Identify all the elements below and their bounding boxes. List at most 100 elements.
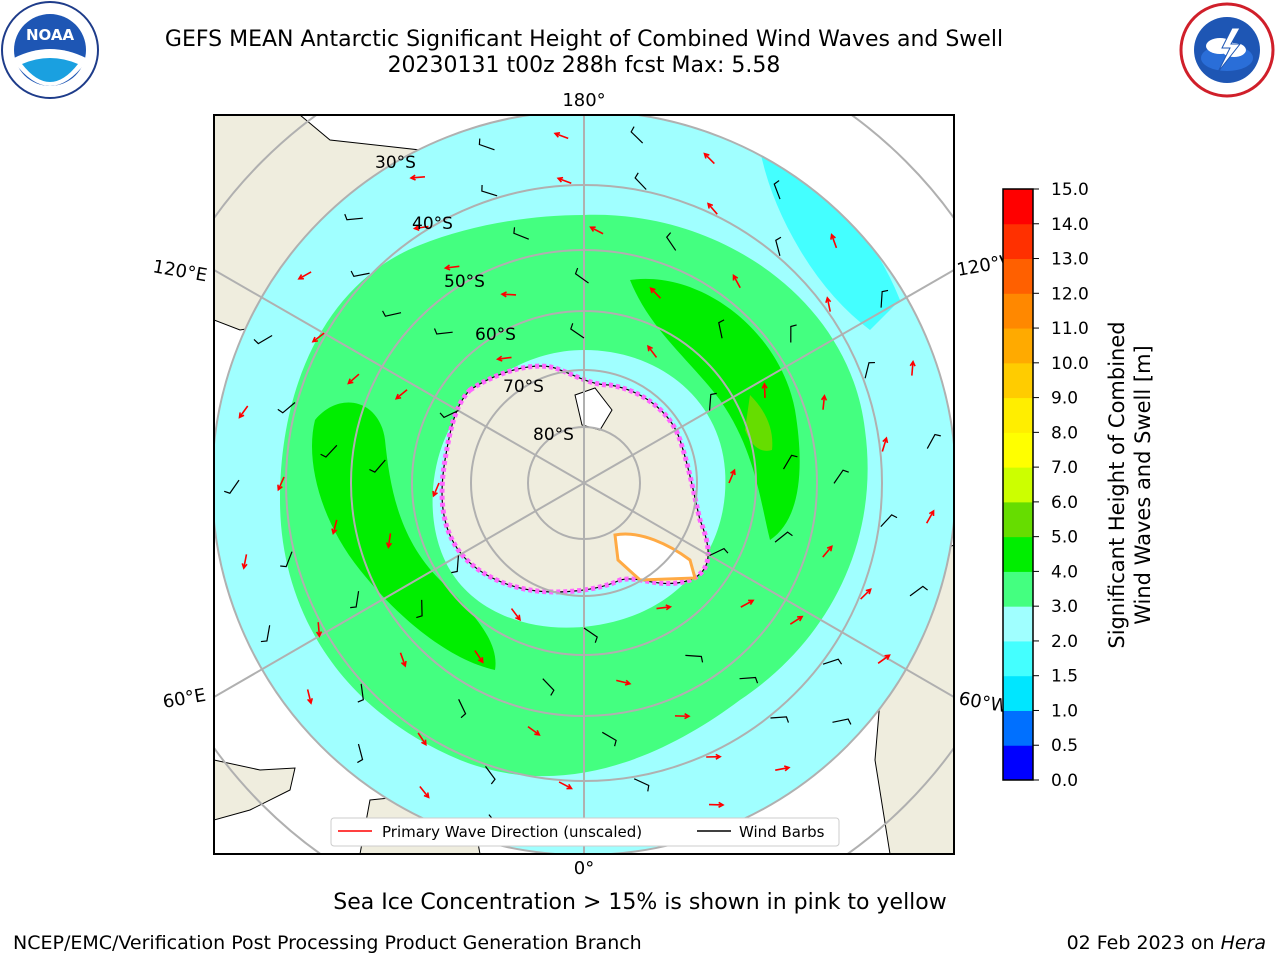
wind-barb	[357, 683, 364, 703]
lat-label-50: 50°S	[444, 272, 485, 292]
lat-label-60: 60°S	[475, 325, 516, 345]
colorbar-tick-label: 8.0	[1051, 423, 1078, 443]
wind-barb	[277, 402, 296, 414]
chart-title: GEFS MEAN Antarctic Significant Height o…	[164, 27, 1004, 52]
wave-direction-arrow	[616, 679, 632, 686]
wind-barb	[739, 676, 759, 684]
wind-barb	[775, 236, 782, 256]
map-frame	[213, 114, 955, 855]
wave-direction-arrow	[443, 264, 460, 271]
colorbar-tick-label: 9.0	[1051, 389, 1078, 409]
wave-direction-arrow	[825, 296, 832, 312]
colorbar-segment	[1003, 640, 1033, 677]
colorbar-tick-label: 1.5	[1051, 667, 1078, 687]
wave-direction-arrow	[331, 519, 338, 536]
wave-direction-arrow	[527, 725, 541, 736]
wind-barb	[513, 227, 529, 240]
wind-barb	[926, 433, 941, 449]
wave-direction-arrow	[553, 131, 569, 140]
lon-label-top: 180°	[562, 90, 605, 111]
wave-direction-arrow	[306, 689, 314, 705]
credit-right: 02 Feb 2023 on Hera	[1067, 932, 1266, 954]
colorbar-segment	[1003, 328, 1033, 364]
wind-barb	[382, 310, 402, 317]
wind-barb	[630, 126, 644, 144]
lon-label-bottom: 0°	[574, 858, 594, 879]
wind-barb	[260, 625, 271, 643]
noaa-logo: NOAA	[1, 1, 99, 99]
wave-direction-arrow	[789, 615, 804, 625]
graticule	[214, 115, 954, 854]
colorbar-segment	[1003, 189, 1033, 225]
wave-direction-arrow	[707, 202, 718, 215]
wave-direction-arrow	[409, 174, 426, 181]
wave-direction-arrow	[881, 436, 889, 452]
wind-barb	[770, 716, 790, 723]
colorbar-segment	[1003, 745, 1033, 781]
wind-barb	[357, 743, 364, 764]
wave-direction-arrow	[708, 801, 725, 808]
colorbar-label-line2: Wind Waves and Swell [m]	[1131, 345, 1155, 625]
wind-barb	[478, 138, 495, 151]
wind-barb	[708, 392, 717, 411]
colorbar-tick-label: 5.0	[1051, 528, 1078, 548]
wave-direction-arrow	[297, 271, 312, 280]
wave-direction-arrow	[311, 332, 325, 343]
nws-logo	[1179, 2, 1275, 98]
lat-label-80: 80°S	[533, 425, 574, 445]
wave-direction-arrow	[761, 382, 768, 398]
wave-direction-arrow	[412, 224, 429, 231]
wind-barb	[822, 658, 843, 665]
wave-direction-arrow	[732, 274, 741, 289]
wind-barb	[833, 469, 849, 484]
wave-direction-arrow	[399, 652, 407, 668]
colorbar-segment	[1003, 536, 1033, 572]
credit-left: NCEP/EMC/Verification Post Processing Pr…	[13, 932, 642, 954]
wind-barb	[880, 514, 898, 528]
wave-direction-arrow	[385, 533, 393, 549]
wind-barb	[280, 551, 293, 568]
wave-direction-arrow	[830, 233, 838, 249]
lon-label-right-lower: 60°W	[957, 688, 1010, 717]
chart-subtitle: 20230131 t00z 288h fcst Max: 5.58	[387, 53, 781, 78]
colorbar-tick-label: 3.0	[1051, 597, 1078, 617]
colorbar-tick-label: 4.0	[1051, 562, 1078, 582]
wind-barb	[718, 319, 725, 339]
wind-barb	[485, 766, 496, 785]
wind-barb	[451, 555, 460, 574]
credit-host: Hera	[1220, 932, 1266, 954]
lat-label-70: 70°S	[503, 377, 544, 397]
wind-barb	[709, 547, 729, 557]
wind-barb	[574, 267, 589, 284]
wind-barb	[864, 361, 875, 379]
lat-label-40: 40°S	[412, 214, 453, 234]
wave-direction-arrow	[909, 359, 916, 376]
colorbar-tick-label: 7.0	[1051, 458, 1078, 478]
caption: Sea Ice Concentration > 15% is shown in …	[333, 890, 947, 915]
wave-direction-arrow	[820, 394, 828, 410]
wave-direction-arrow	[556, 176, 572, 185]
wave-direction-arrow	[740, 599, 755, 608]
wind-barb	[782, 454, 798, 470]
colorbar-tick-label: 12.0	[1051, 284, 1089, 304]
colorbar: 0.0 0.5 1.0 1.5 2.0 3.0 4.0 5.0 6.0 7.0 8.0 9.0 10.0…	[1002, 180, 1089, 791]
colorbar-tick-label: 1.0	[1051, 701, 1078, 721]
wind-barb	[433, 328, 453, 335]
colorbar-tick-label: 0.0	[1051, 771, 1078, 791]
wave-direction-arrow	[432, 482, 440, 498]
wave-direction-arrow	[647, 344, 658, 358]
colorbar-segment	[1003, 223, 1033, 260]
legend-wave-label: Primary Wave Direction (unscaled)	[382, 823, 642, 841]
wave-direction-arrow	[558, 781, 573, 790]
colorbar-segment	[1003, 571, 1033, 607]
colorbar-tick-label: 15.0	[1051, 180, 1089, 200]
wind-barb	[224, 479, 240, 494]
wind-barb	[880, 289, 889, 308]
wave-direction-arrow	[347, 373, 360, 385]
wave-direction-arrow	[419, 785, 430, 799]
wave-direction-arrow	[656, 604, 673, 611]
colorbar-segment	[1003, 710, 1033, 746]
wave-direction-arrow	[775, 765, 791, 772]
wave-direction-arrow	[394, 389, 408, 400]
